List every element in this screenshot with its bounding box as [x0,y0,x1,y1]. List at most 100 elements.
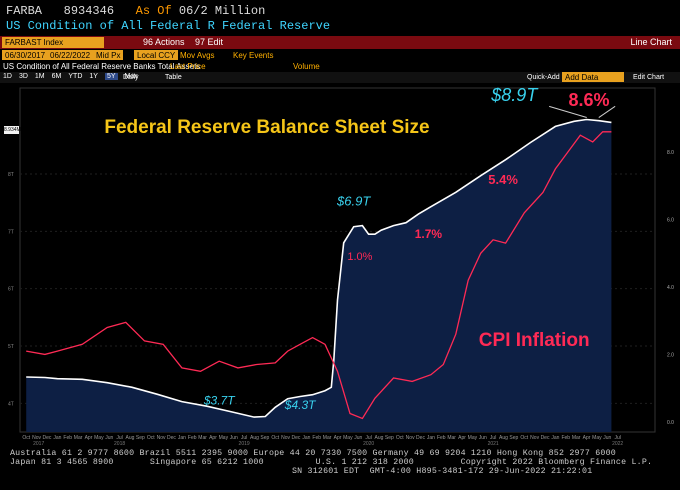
footer-timestamp: SN 312601 EDT GMT-4:00 H895-3481-172 29-… [292,467,593,476]
currency-select[interactable]: Local CCY [134,50,179,60]
end-date-field[interactable]: 06/22/2022 [47,50,94,60]
price-type-select[interactable]: Mid Px [93,50,124,60]
x-month-label: Apr [85,435,93,441]
quick-add-button[interactable]: Quick-Add [527,74,560,81]
x-month-label: Mar [447,435,456,441]
y-right-tick-label: 4.0 [667,285,674,291]
x-month-label: Oct [22,435,30,441]
x-month-label: Jul [365,435,371,441]
x-month-label: Jun [105,435,113,441]
x-year-label: 2018 [114,441,125,447]
index-field[interactable]: FARBAST Index [2,37,104,48]
annotation-label: $4.3T [284,398,317,412]
arrow-balance-peak [549,105,587,119]
start-date-field[interactable]: 06/30/2017 [2,50,49,60]
last-price-legend: Last Price [170,62,206,71]
header-subtitle: US Condition of All Federal R Federal Re… [6,19,331,33]
mov-avgs-toggle[interactable]: Mov Avgs [180,51,215,60]
x-month-label: Mar [74,435,83,441]
x-month-label: May [592,435,602,441]
x-month-label: Nov [157,435,166,441]
y-right-tick-label: 2.0 [667,352,674,358]
settings-bar: 06/30/2017 06/22/2022 Mid Px Local CCY M… [0,50,680,61]
period-max[interactable]: Max [124,73,138,80]
edit-chart-button[interactable]: Edit Chart [633,74,665,81]
x-month-label: May [343,435,353,441]
x-year-label: 2020 [363,441,374,447]
add-data-field[interactable]: Add Data [562,72,624,82]
x-month-label: Feb [437,435,446,441]
x-month-label: Oct [520,435,528,441]
period-1d[interactable]: 1D [3,73,12,80]
x-month-label: Oct [147,435,155,441]
y-left-tick-label: 7T [8,229,14,235]
header-row: FARBA 8934346 As Of 06/2 Million [6,4,680,18]
period-3d[interactable]: 3D [18,73,28,80]
period-bar: 1D 3D 1M 6M YTD 1Y 5Y Max Daily Table Quick-Add… [0,72,680,83]
x-month-label: Nov [281,435,290,441]
x-month-label: Jul [490,435,496,441]
annotation-label: 1.0% [347,251,372,263]
x-year-label: 2019 [239,441,250,447]
x-month-label: Nov [406,435,415,441]
y-left-tick-label: 8T [8,172,14,178]
x-month-label: Dec [541,435,550,441]
period-6m[interactable]: 6M [51,73,62,80]
annotation-label: CPI Inflation [479,330,590,351]
x-month-label: Jun [603,435,611,441]
period-5y[interactable]: 5Y [104,73,118,80]
x-month-label: Jan [302,435,310,441]
legend-bar: US Condition of All Federal Reserve Bank… [0,61,680,72]
x-month-label: Sep [385,435,394,441]
x-month-label: Dec [43,435,52,441]
x-month-label: Jun [479,435,487,441]
annotation-label: 5.4% [488,172,518,187]
x-month-label: Feb [188,435,197,441]
x-month-label: Apr [583,435,591,441]
x-month-label: Apr [209,435,217,441]
edit-button[interactable]: 97 Edit [195,37,224,47]
x-month-label: Jan [178,435,186,441]
x-month-label: Aug [126,435,135,441]
y-right-tick-label: 0.0 [667,420,674,426]
arrow-cpi-peak [598,105,616,118]
x-month-label: Oct [271,435,279,441]
period-ytd[interactable]: YTD [68,73,83,80]
y-left-tick-label: 5T [8,344,14,350]
x-month-label: Mar [198,435,207,441]
y-left-tick-label: 4T [8,401,14,407]
balance-sheet-line [26,118,612,418]
x-year-label: 2022 [612,441,623,447]
ticker-code: 8934346 [63,4,115,18]
x-month-label: Nov [32,435,41,441]
x-month-label: Mar [572,435,581,441]
x-month-label: Sep [509,435,518,441]
x-month-label: Feb [312,435,321,441]
frequency-select[interactable]: Daily [123,74,139,81]
x-month-label: May [468,435,478,441]
x-month-label: Apr [458,435,466,441]
actions-button[interactable]: 96 Actions [143,37,185,47]
period-1y[interactable]: 1Y [89,73,98,80]
chart-type-label: Line Chart [630,37,672,47]
table-button[interactable]: Table [165,74,182,81]
x-month-label: May [94,435,104,441]
period-1m[interactable]: 1M [34,73,45,80]
cpi-line [26,131,612,420]
period-buttons: 1D 3D 1M 6M YTD 1Y 5Y Max [3,73,145,80]
x-month-label: Sep [136,435,145,441]
x-month-label: Dec [416,435,425,441]
balance-sheet-area [26,119,612,432]
footer-contacts-2: Japan 81 3 4565 8900 Singapore 65 6212 1… [10,458,653,467]
x-month-label: Nov [530,435,539,441]
x-month-label: Jul [614,435,620,441]
x-month-label: Jun [354,435,362,441]
x-month-label: Aug [250,435,259,441]
x-month-label: Aug [375,435,384,441]
x-month-label: Jan [427,435,435,441]
key-events-toggle[interactable]: Key Events [233,51,274,60]
ticker-label: FARBA [6,4,43,18]
footer-contacts-1: Australia 61 2 9777 8600 Brazil 5511 239… [10,449,616,458]
x-month-label: Jul [116,435,122,441]
x-month-label: Mar [323,435,332,441]
